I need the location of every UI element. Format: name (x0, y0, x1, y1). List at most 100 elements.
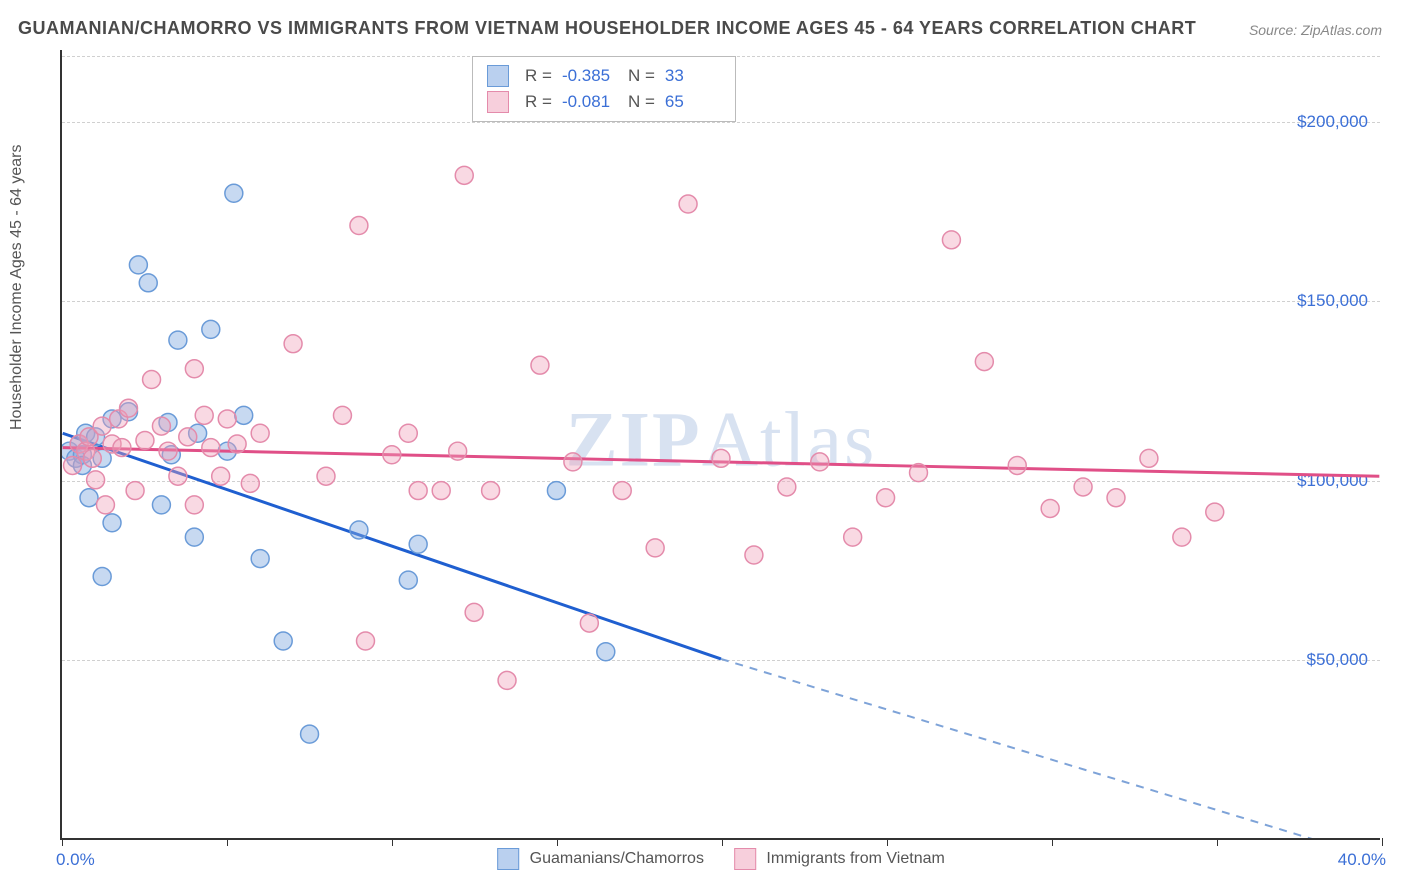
data-point (778, 478, 796, 496)
data-point (64, 457, 82, 475)
stats-n-label: N = (628, 92, 655, 112)
legend-label-1: Immigrants from Vietnam (766, 850, 944, 867)
stats-legend-box: R = -0.385 N = 33 R = -0.081 N = 65 (472, 56, 736, 122)
data-point (877, 489, 895, 507)
data-point (169, 467, 187, 485)
data-point (136, 431, 154, 449)
x-tick (1382, 838, 1383, 846)
data-point (455, 166, 473, 184)
plot-area: ZIPAtlas R = -0.385 N = 33 R = -0.081 N … (60, 50, 1380, 840)
data-point (432, 482, 450, 500)
x-tick (887, 838, 888, 846)
data-point (333, 406, 351, 424)
x-tick (1217, 838, 1218, 846)
y-axis-label: Householder Income Ages 45 - 64 years (8, 145, 26, 431)
data-point (409, 482, 427, 500)
data-point (185, 496, 203, 514)
data-point (185, 528, 203, 546)
stats-row-series-1: R = -0.081 N = 65 (487, 89, 721, 115)
data-point (383, 446, 401, 464)
data-point (152, 496, 170, 514)
data-point (152, 417, 170, 435)
data-point (83, 449, 101, 467)
data-point (1074, 478, 1092, 496)
data-point (350, 217, 368, 235)
data-point (745, 546, 763, 564)
data-point (580, 614, 598, 632)
data-point (274, 632, 292, 650)
data-point (103, 514, 121, 532)
data-point (531, 356, 549, 374)
data-point (241, 474, 259, 492)
data-point (301, 725, 319, 743)
data-point (251, 424, 269, 442)
swatch-series-1-icon (487, 91, 509, 113)
data-point (597, 643, 615, 661)
data-point (1140, 449, 1158, 467)
bottom-legend: Guamanians/Chamorros Immigrants from Vie… (497, 848, 945, 870)
data-point (465, 603, 483, 621)
x-tick (392, 838, 393, 846)
data-point (844, 528, 862, 546)
chart-canvas (62, 50, 1380, 838)
data-point (811, 453, 829, 471)
data-point (159, 442, 177, 460)
data-point (1041, 499, 1059, 517)
data-point (195, 406, 213, 424)
data-point (179, 428, 197, 446)
data-point (449, 442, 467, 460)
data-point (1008, 457, 1026, 475)
data-point (251, 550, 269, 568)
data-point (96, 496, 114, 514)
x-tick (722, 838, 723, 846)
stats-n-value-1: 65 (665, 92, 721, 112)
data-point (910, 464, 928, 482)
data-point (129, 256, 147, 274)
data-point (202, 320, 220, 338)
data-point (942, 231, 960, 249)
data-point (975, 353, 993, 371)
stats-row-series-0: R = -0.385 N = 33 (487, 63, 721, 89)
data-point (218, 410, 236, 428)
data-point (679, 195, 697, 213)
data-point (212, 467, 230, 485)
data-point (1173, 528, 1191, 546)
data-point (284, 335, 302, 353)
stats-n-value-0: 33 (665, 66, 721, 86)
x-tick (1052, 838, 1053, 846)
data-point (202, 439, 220, 457)
legend-item-0: Guamanians/Chamorros (497, 848, 704, 870)
data-point (564, 453, 582, 471)
x-tick-label-right: 40.0% (1338, 850, 1386, 870)
data-point (409, 535, 427, 553)
trendline (63, 433, 721, 659)
data-point (225, 184, 243, 202)
data-point (399, 424, 417, 442)
data-point (498, 671, 516, 689)
x-tick-label-left: 0.0% (56, 850, 95, 870)
x-tick (557, 838, 558, 846)
legend-item-1: Immigrants from Vietnam (734, 848, 945, 870)
data-point (185, 360, 203, 378)
data-point (350, 521, 368, 539)
data-point (547, 482, 565, 500)
chart-title: GUAMANIAN/CHAMORRO VS IMMIGRANTS FROM VI… (18, 18, 1196, 39)
data-point (1206, 503, 1224, 521)
trendline-extrapolated (721, 659, 1379, 838)
data-point (357, 632, 375, 650)
data-point (93, 417, 111, 435)
source-attribution: Source: ZipAtlas.com (1249, 22, 1382, 38)
stats-r-value-1: -0.081 (562, 92, 618, 112)
data-point (113, 439, 131, 457)
data-point (169, 331, 187, 349)
data-point (646, 539, 664, 557)
data-point (317, 467, 335, 485)
data-point (1107, 489, 1125, 507)
stats-n-label: N = (628, 66, 655, 86)
data-point (80, 489, 98, 507)
data-point (235, 406, 253, 424)
data-point (126, 482, 144, 500)
data-point (93, 568, 111, 586)
legend-swatch-1-icon (734, 848, 756, 870)
data-point (712, 449, 730, 467)
